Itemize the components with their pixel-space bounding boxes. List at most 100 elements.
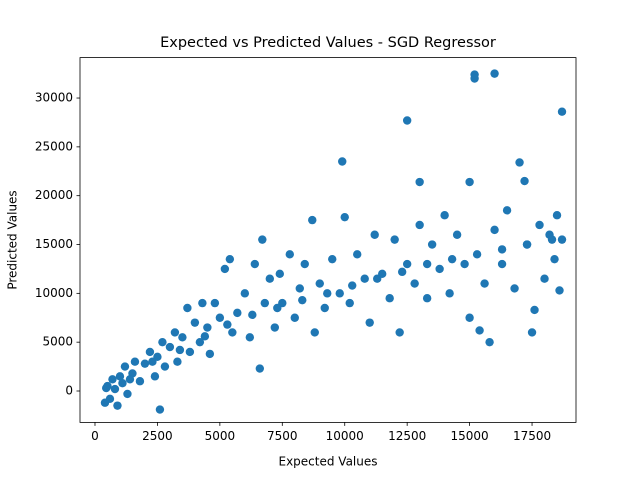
- scatter-point: [200, 332, 210, 341]
- scatter-point: [118, 378, 127, 388]
- scatter-point: [258, 235, 267, 244]
- scatter-point: [320, 303, 329, 313]
- scatter-point: [175, 345, 185, 355]
- scatter-point: [140, 359, 150, 368]
- y-tick-label: 20000: [35, 188, 73, 202]
- x-tick-label: 7500: [267, 429, 298, 443]
- scatter-point: [260, 298, 270, 308]
- scatter-point: [445, 289, 454, 298]
- scatter-point: [120, 362, 130, 371]
- scatter-point: [485, 337, 494, 347]
- scatter-point: [422, 259, 432, 269]
- scatter-point: [108, 375, 117, 384]
- scatter-point: [285, 250, 294, 259]
- scatter-point: [402, 259, 412, 269]
- scatter-point: [328, 254, 337, 264]
- scatter-point: [160, 362, 170, 371]
- scatter-point: [270, 323, 280, 332]
- scatter-point: [233, 308, 242, 318]
- scatter-point: [472, 250, 482, 259]
- scatter-point: [295, 284, 304, 293]
- scatter-point: [198, 298, 207, 308]
- scatter-point: [547, 235, 557, 244]
- scatter-point: [210, 298, 220, 308]
- scatter-point: [555, 286, 564, 295]
- scatter-point: [435, 264, 444, 274]
- scatter-point: [150, 372, 160, 381]
- scatter-point: [255, 364, 265, 373]
- x-tick-label: 15000: [451, 429, 489, 443]
- x-tick-label: 2500: [142, 429, 173, 443]
- y-tick-label: 5000: [42, 335, 73, 349]
- scatter-point: [427, 240, 437, 249]
- scatter-point: [497, 245, 507, 254]
- y-tick-label: 10000: [35, 286, 73, 300]
- scatter-point: [490, 225, 499, 235]
- scatter-point: [338, 157, 347, 166]
- scatter-point: [353, 250, 362, 259]
- scatter-point: [390, 235, 399, 244]
- scatter-point: [323, 289, 332, 298]
- scatter-point: [190, 318, 200, 327]
- x-tick-label: 17500: [513, 429, 551, 443]
- scatter-point: [465, 313, 474, 322]
- scatter-point: [335, 289, 344, 298]
- scatter-point: [535, 220, 544, 230]
- scatter-point: [250, 259, 260, 269]
- scatter-point: [410, 279, 419, 288]
- scatter-point: [110, 384, 120, 394]
- scatter-point: [115, 372, 125, 381]
- scatter-point: [125, 375, 135, 384]
- scatter-point: [470, 74, 479, 83]
- y-tick-label: 0: [65, 384, 73, 398]
- scatter-point: [373, 274, 382, 283]
- scatter-point: [395, 328, 404, 337]
- scatter-point: [552, 211, 562, 220]
- y-tick-label: 25000: [35, 139, 73, 153]
- y-tick-label: 30000: [35, 91, 73, 105]
- scatter-point: [165, 342, 175, 352]
- scatter-point: [310, 328, 319, 337]
- scatter-point: [298, 295, 307, 305]
- scatter-point: [123, 389, 132, 399]
- scatter-point: [273, 303, 282, 313]
- scatter-point: [185, 347, 195, 357]
- scatter-point: [148, 357, 157, 366]
- scatter-point: [225, 254, 235, 264]
- x-tick-label: 0: [91, 429, 99, 443]
- scatter-point: [447, 254, 457, 264]
- chart-title: Expected vs Predicted Values - SGD Regre…: [160, 35, 496, 51]
- x-tick-label: 12500: [388, 429, 426, 443]
- scatter-point: [240, 289, 250, 298]
- scatter-point: [348, 281, 357, 290]
- scatter-point: [135, 377, 145, 386]
- scatter-point: [228, 328, 237, 337]
- scatter-point: [220, 264, 230, 274]
- scatter-point: [522, 240, 532, 249]
- scatter-point: [370, 230, 379, 239]
- scatter-point: [103, 381, 112, 391]
- scatter-point: [510, 284, 519, 293]
- scatter-point: [155, 405, 165, 414]
- scatter-point: [173, 357, 182, 366]
- scatter-point: [308, 215, 317, 225]
- scatter-point: [203, 323, 212, 332]
- scatter-point: [195, 337, 205, 347]
- scatter-point: [530, 305, 539, 315]
- scatter-point: [415, 177, 424, 187]
- scatter-point: [315, 279, 324, 288]
- x-tick-label: 10000: [326, 429, 364, 443]
- scatter-point: [145, 347, 155, 357]
- scatter-point: [465, 177, 474, 187]
- scatter-point: [497, 259, 507, 269]
- scatter-point: [460, 259, 469, 269]
- scatter-point: [265, 274, 275, 283]
- scatter-point: [557, 107, 567, 116]
- scatter-point: [397, 267, 407, 277]
- scatter-point: [345, 298, 354, 308]
- scatter-point: [540, 274, 549, 283]
- scatter-point: [490, 69, 499, 78]
- scatter-point: [105, 394, 115, 404]
- scatter-point: [158, 337, 167, 347]
